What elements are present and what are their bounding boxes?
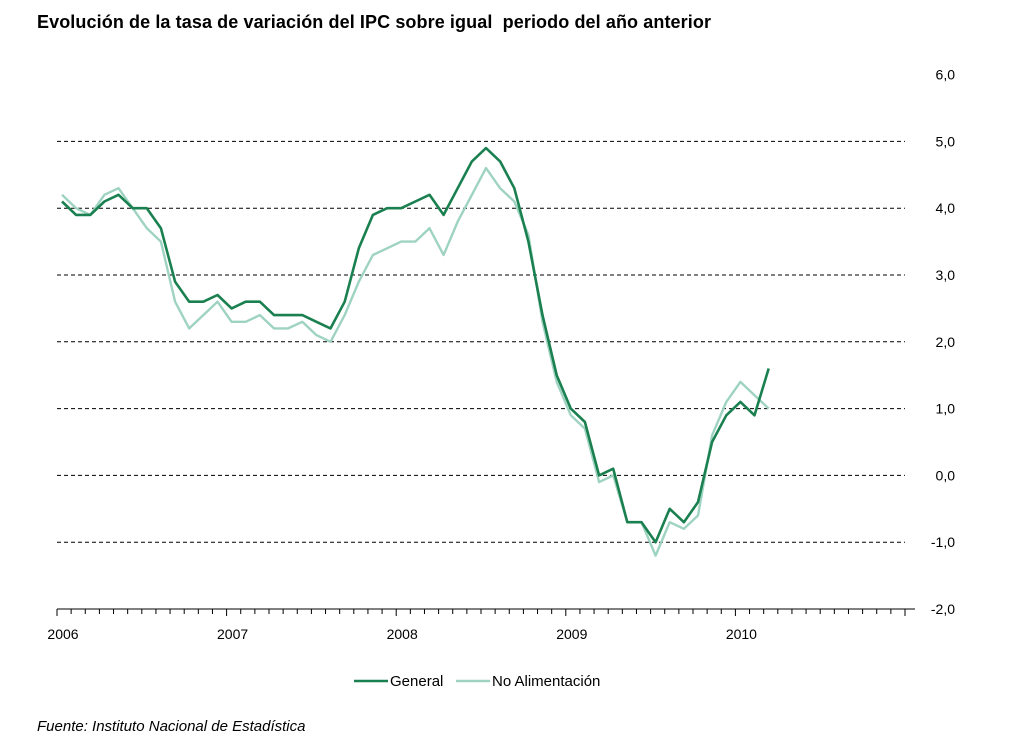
series-line-no-alimentacion	[61, 166, 770, 557]
series-lines	[61, 146, 770, 557]
y-tick-label: 6,0	[936, 67, 956, 83]
y-tick-label: -2,0	[931, 601, 955, 617]
x-tick-label: 2006	[47, 626, 78, 642]
gridlines	[57, 140, 905, 543]
legend-label-general: General	[390, 673, 443, 690]
y-tick-label: 5,0	[936, 133, 956, 149]
x-tick-label: 2007	[217, 626, 248, 642]
y-tick-label: 4,0	[936, 200, 956, 216]
y-tick-label: -1,0	[931, 534, 955, 550]
series-line-general	[61, 146, 770, 544]
x-tick-label: 2009	[556, 626, 587, 642]
x-axis: 2006 2007 2008 2009 2010	[47, 608, 915, 642]
chart-title: Evolución de la tasa de variación del IP…	[37, 12, 712, 32]
y-tick-label: 2,0	[936, 334, 956, 350]
x-tick-label: 2010	[726, 626, 757, 642]
legend-label-no-alimentacion: No Alimentación	[492, 673, 600, 690]
y-tick-label: 3,0	[936, 267, 956, 283]
y-tick-label: 0,0	[936, 467, 956, 483]
legend: General No Alimentación	[354, 673, 600, 690]
y-tick-label: 1,0	[936, 401, 956, 417]
y-axis-ticks: 6,0 5,0 4,0 3,0 2,0 1,0 0,0 -1,0 -2,0	[931, 67, 955, 617]
source-note: Fuente: Instituto Nacional de Estadístic…	[37, 718, 306, 735]
x-tick-label: 2008	[387, 626, 418, 642]
